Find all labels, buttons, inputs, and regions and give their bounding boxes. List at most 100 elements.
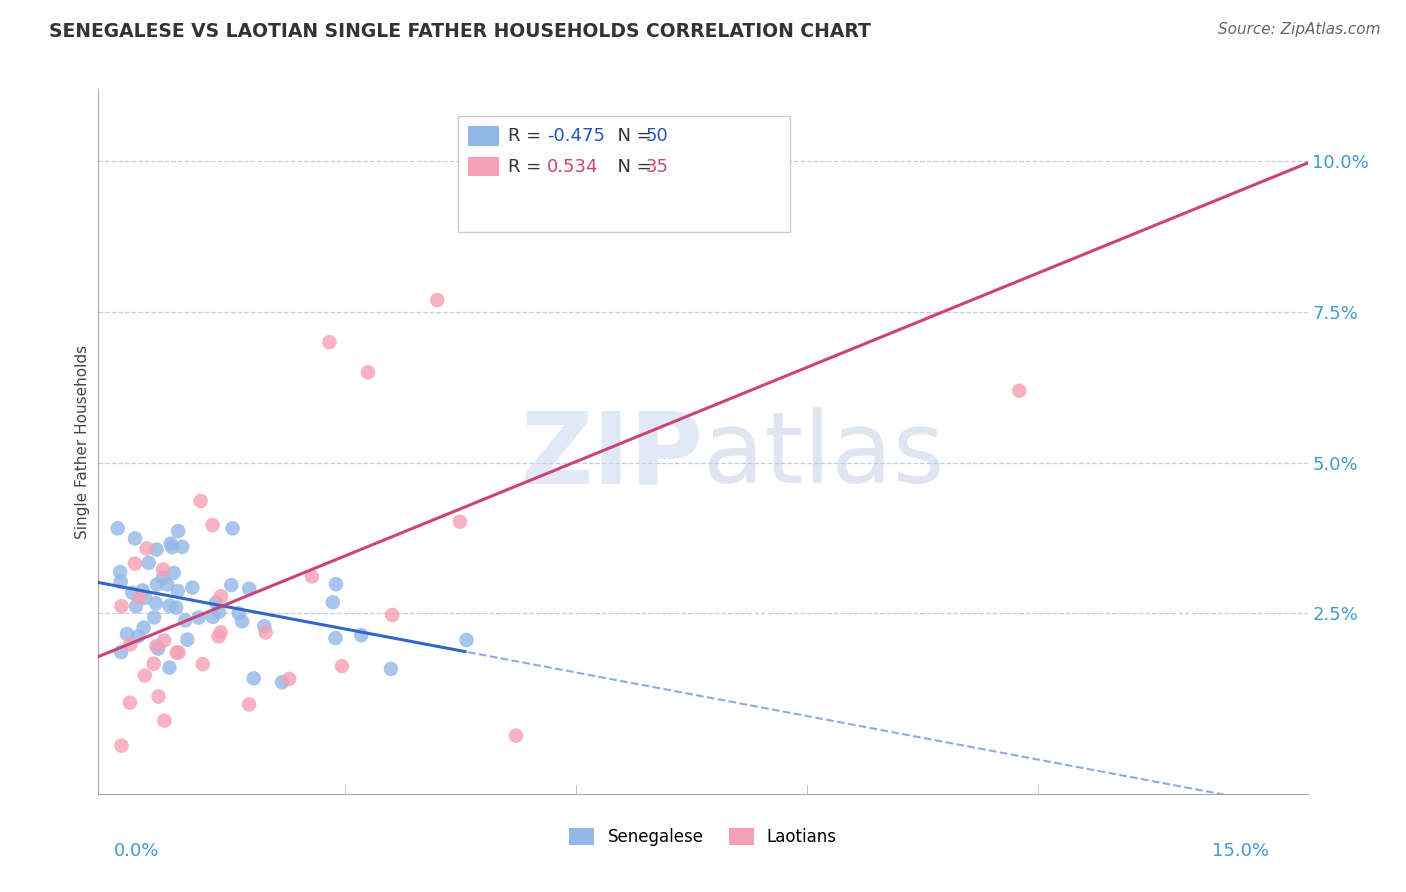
Point <box>278 672 301 686</box>
Point <box>167 645 190 659</box>
Point <box>1008 384 1031 398</box>
Point <box>145 639 167 653</box>
Point <box>115 627 138 641</box>
Point <box>301 569 323 583</box>
Point <box>156 577 179 591</box>
Point <box>456 633 478 648</box>
Point <box>107 521 129 535</box>
Point <box>127 629 149 643</box>
Point <box>134 591 156 605</box>
Text: Source: ZipAtlas.com: Source: ZipAtlas.com <box>1218 22 1381 37</box>
Point <box>135 541 157 556</box>
Text: N =: N = <box>606 158 658 176</box>
Point <box>120 638 142 652</box>
Point <box>381 607 404 622</box>
Point <box>325 631 347 645</box>
Text: -0.475: -0.475 <box>547 128 605 145</box>
Point <box>330 659 353 673</box>
Point <box>159 536 181 550</box>
Text: 35: 35 <box>645 158 668 176</box>
Point <box>201 518 224 533</box>
Point <box>124 557 146 571</box>
Text: R =: R = <box>508 158 547 176</box>
Point <box>146 641 169 656</box>
Point <box>318 335 340 350</box>
Point <box>449 515 471 529</box>
Point <box>174 613 197 627</box>
Point <box>208 605 231 619</box>
Point <box>152 571 174 585</box>
Point <box>108 565 131 579</box>
Point <box>166 646 188 660</box>
Point <box>176 632 198 647</box>
Text: N =: N = <box>606 128 658 145</box>
Point <box>163 566 186 580</box>
Point <box>209 625 232 640</box>
Point <box>110 599 132 614</box>
Point <box>153 633 176 648</box>
Point <box>325 577 347 591</box>
Point <box>201 610 224 624</box>
Text: 15.0%: 15.0% <box>1212 842 1270 860</box>
Point <box>253 619 276 633</box>
Point <box>350 628 373 642</box>
Point <box>254 625 277 640</box>
Point <box>228 607 250 621</box>
Point <box>125 599 148 614</box>
Point <box>128 591 150 605</box>
Point <box>160 540 183 554</box>
Point <box>153 714 176 728</box>
Point <box>322 595 344 609</box>
Point <box>145 542 167 557</box>
Point <box>143 610 166 624</box>
Point <box>110 645 132 659</box>
Text: SENEGALESE VS LAOTIAN SINGLE FATHER HOUSEHOLDS CORRELATION CHART: SENEGALESE VS LAOTIAN SINGLE FATHER HOUS… <box>49 22 872 41</box>
Point <box>118 696 141 710</box>
Point <box>159 599 181 613</box>
Point <box>145 596 167 610</box>
Point <box>380 662 402 676</box>
Point <box>242 671 264 685</box>
Point <box>191 657 214 672</box>
Point <box>138 556 160 570</box>
Point <box>152 563 174 577</box>
Point <box>190 494 212 508</box>
Point <box>165 600 187 615</box>
Point <box>426 293 449 307</box>
Point <box>132 621 155 635</box>
Point <box>110 739 132 753</box>
Point <box>505 729 527 743</box>
Point <box>231 615 253 629</box>
Point <box>603 185 626 199</box>
Point <box>207 629 229 643</box>
Text: 0.0%: 0.0% <box>114 842 159 860</box>
Point <box>205 596 228 610</box>
Point <box>219 578 242 592</box>
Text: R =: R = <box>508 128 547 145</box>
Text: 50: 50 <box>645 128 668 145</box>
Legend: Senegalese, Laotians: Senegalese, Laotians <box>562 821 844 853</box>
Point <box>110 574 132 589</box>
Point <box>221 521 243 535</box>
Point <box>134 668 156 682</box>
Point <box>167 584 190 599</box>
Point <box>148 690 170 704</box>
Point <box>271 675 294 690</box>
Point <box>124 532 146 546</box>
Y-axis label: Single Father Households: Single Father Households <box>75 344 90 539</box>
Point <box>142 657 165 671</box>
Point <box>121 585 143 599</box>
Text: atlas: atlas <box>703 407 945 504</box>
Point <box>132 583 155 598</box>
Point <box>172 540 194 554</box>
Point <box>209 589 232 603</box>
Point <box>357 365 380 379</box>
Point <box>238 698 260 712</box>
Point <box>167 524 190 538</box>
Text: 0.534: 0.534 <box>547 158 599 176</box>
Point <box>181 581 204 595</box>
Point <box>146 577 169 591</box>
Point <box>159 660 181 674</box>
Point <box>187 610 209 624</box>
Text: ZIP: ZIP <box>520 407 703 504</box>
